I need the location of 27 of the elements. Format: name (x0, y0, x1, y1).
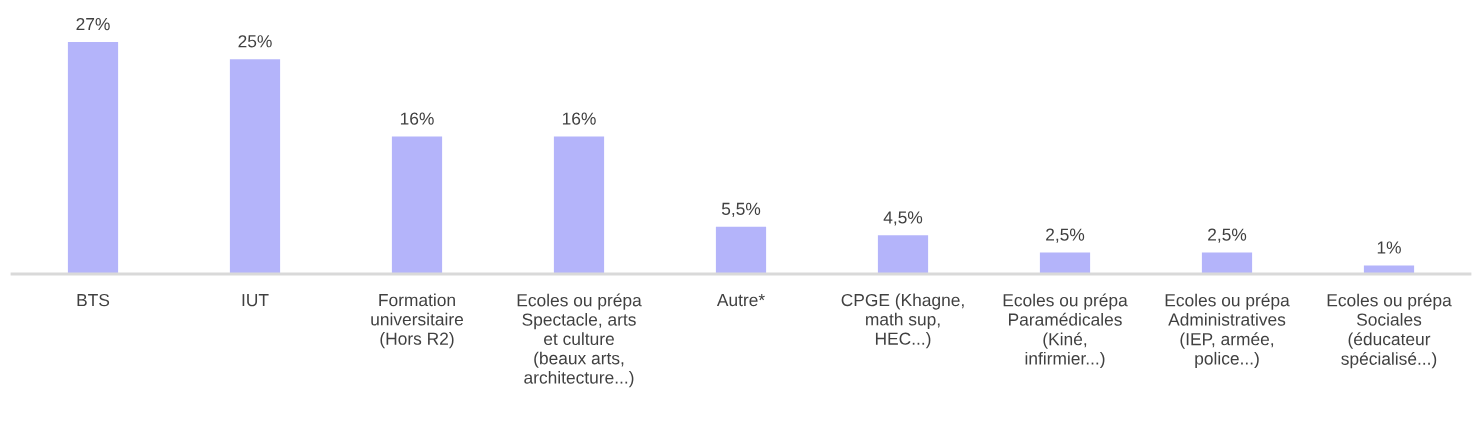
x-tick-label: Ecoles ou prépa Paramédicales (Kiné, infirmier...) (1003, 293, 1128, 369)
bar (67, 42, 119, 274)
x-tick-label: Formation universitaire (Hors R2) (371, 293, 464, 349)
bar (1363, 265, 1415, 274)
x-tick-label: Autre* (716, 294, 765, 307)
bar (391, 136, 443, 274)
data-label: 2,5% (1046, 228, 1085, 243)
bar (553, 136, 605, 274)
bar (229, 59, 281, 274)
x-tick-label: Ecoles ou prépa Administratives (IEP, armée, police...) (1165, 293, 1290, 369)
data-label: 4,5% (883, 211, 923, 226)
x-tick-label: CPGE (Khagne, math sup, HEC...) (841, 293, 964, 349)
bar (1201, 252, 1253, 274)
data-label: 2,5% (1208, 228, 1247, 243)
x-tick-label: Ecoles ou prépa Sociales (éducateur spécialisé...) (1327, 293, 1452, 369)
data-label: 25% (238, 35, 272, 48)
data-label: 1% (1377, 241, 1401, 254)
bar (877, 235, 929, 274)
x-tick-label: BTS (77, 293, 110, 307)
data-label: 27% (76, 17, 110, 31)
data-label: 16% (562, 112, 596, 125)
data-label: 16% (400, 112, 434, 125)
x-tick-label: IUT (242, 294, 269, 307)
bar (1039, 252, 1091, 274)
bar (715, 226, 767, 274)
data-label: 5,5% (721, 202, 761, 218)
x-tick-label: Ecoles ou prépa Spectacle, arts et culture (beaux arts, architecture...) (517, 293, 642, 388)
